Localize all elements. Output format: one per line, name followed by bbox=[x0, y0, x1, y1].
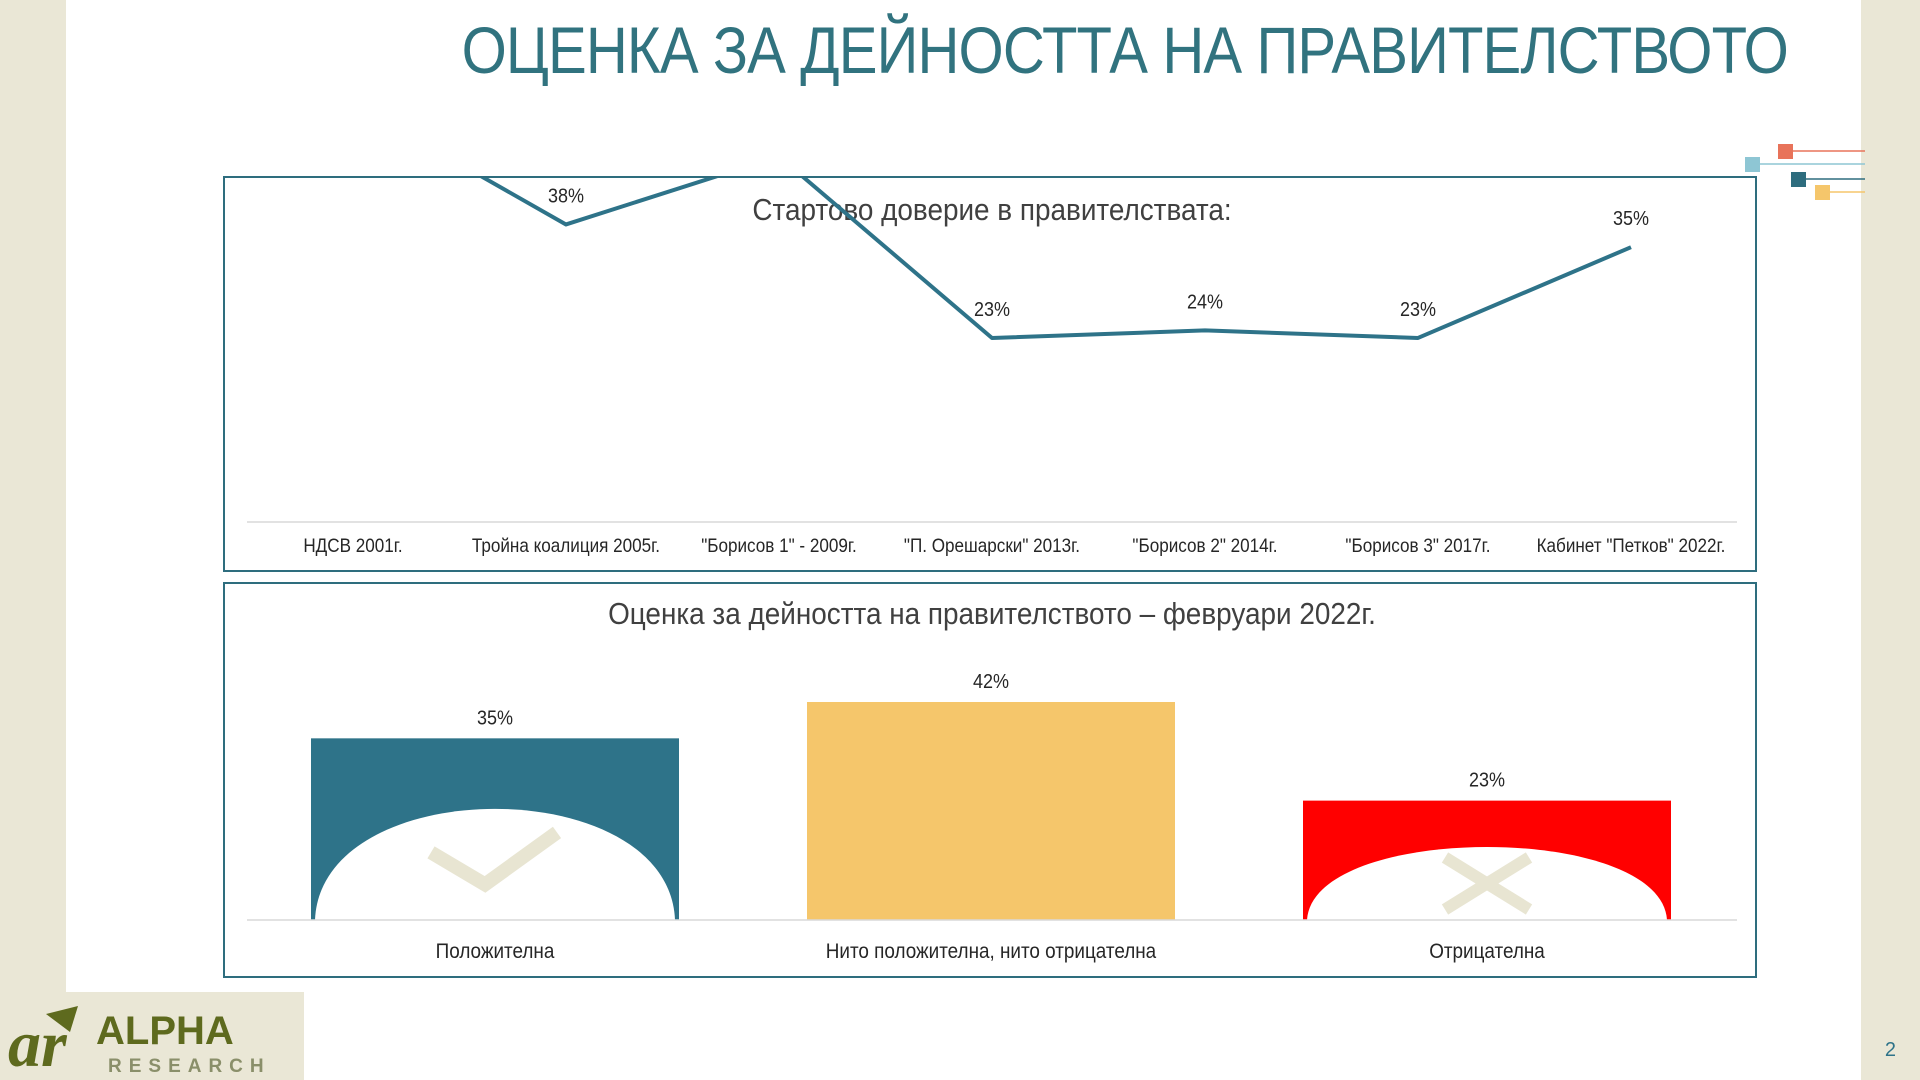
logo-brand: ALPHA bbox=[96, 1009, 234, 1053]
alpha-research-logo: ar ALPHA RESEARCH bbox=[0, 992, 304, 1080]
corner-decoration bbox=[1745, 144, 1865, 200]
data-label: 23% bbox=[1400, 299, 1436, 321]
bar-chart: Оценка за дейността на правителството – … bbox=[247, 597, 1737, 963]
x-tick-label: Нито положителна, нито отрицателна bbox=[826, 940, 1157, 963]
page-number: 2 bbox=[1884, 1039, 1896, 1061]
x-tick-label: Положителна bbox=[436, 940, 556, 963]
cross-icon bbox=[1441, 852, 1533, 915]
logo-sub: RESEARCH bbox=[108, 1056, 271, 1077]
data-label: 42% bbox=[973, 671, 1009, 693]
right-side-band bbox=[1861, 0, 1920, 1080]
bar bbox=[807, 702, 1175, 920]
page-title: ОЦЕНКА ЗА ДЕЙНОСТТА НА ПРАВИТЕЛСТВОТО bbox=[461, 13, 1789, 87]
x-tick-label: "П. Орешарски" 2013г. bbox=[904, 535, 1080, 556]
x-tick-label: Кабинет "Петков" 2022г. bbox=[1537, 535, 1726, 556]
chart-title: Оценка за дейността на правителството – … bbox=[608, 597, 1376, 632]
data-label: 23% bbox=[974, 299, 1010, 321]
x-tick-label: Тройна коалиция 2005г. bbox=[472, 535, 660, 556]
line-chart: Стартово доверие в правителствата: 54%38… bbox=[247, 178, 1737, 556]
series-line bbox=[480, 178, 1632, 340]
left-side-band bbox=[0, 0, 66, 1080]
data-label: 35% bbox=[477, 708, 513, 730]
x-tick-label: "Борисов 3" 2017г. bbox=[1345, 535, 1490, 556]
check-icon bbox=[427, 826, 562, 893]
data-label: 35% bbox=[1613, 208, 1649, 230]
data-label: 24% bbox=[1187, 292, 1223, 314]
data-label: 38% bbox=[548, 186, 584, 208]
x-tick-label: "Борисов 1" - 2009г. bbox=[701, 535, 857, 556]
logo-arrow-icon bbox=[46, 1006, 78, 1032]
data-label: 23% bbox=[1469, 770, 1505, 792]
panel-bar-chart: Оценка за дейността на правителството – … bbox=[223, 582, 1757, 978]
x-tick-label: "Борисов 2" 2014г. bbox=[1132, 535, 1277, 556]
panel-line-chart: Стартово доверие в правителствата: 54%38… bbox=[223, 176, 1757, 572]
x-tick-label: НДСВ 2001г. bbox=[303, 535, 402, 556]
x-tick-label: Отрицателна bbox=[1429, 940, 1545, 963]
chart-title: Стартово доверие в правителствата: bbox=[752, 193, 1231, 228]
bar-arch bbox=[315, 808, 675, 920]
